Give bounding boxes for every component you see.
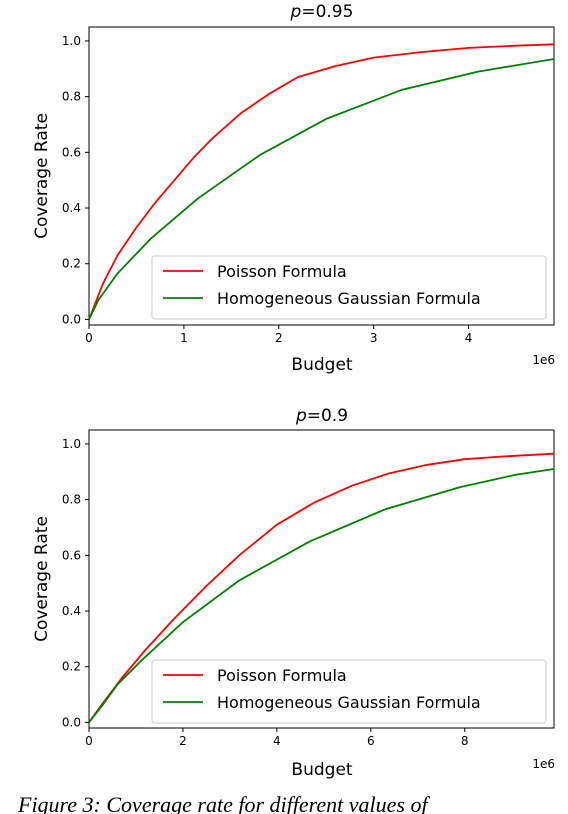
- y-tick-label: 0.8: [62, 90, 81, 104]
- x-tick-label: 0: [85, 331, 93, 345]
- x-axis-offset: 1e6: [532, 353, 555, 367]
- y-tick-label: 0.4: [62, 201, 81, 215]
- series-line-poisson-formula: [88, 452, 555, 723]
- series-lines: [88, 452, 555, 723]
- axis-ticks: 0 1 2 3 4 0.0 0.2 0.4 0.6 0.8 1.0: [62, 34, 473, 345]
- x-tick-label: 3: [370, 331, 378, 345]
- y-tick-label: 1.0: [62, 437, 81, 451]
- y-tick-label: 0.8: [62, 493, 81, 507]
- series-lines: [88, 43, 555, 320]
- y-axis-label: Coverage Rate: [32, 113, 52, 239]
- y-tick-label: 0.0: [62, 715, 81, 729]
- chart-p095: p=0.95 0 1 2 3 4 0.0 0.2 0.4 0.6 0.8 1.0 Coverage …: [32, 2, 555, 375]
- y-tick-label: 0.6: [62, 145, 81, 159]
- chart-p09: p=0.9 0 2 4 6 8 0.0 0.2 0.4 0.6 0.8 1.0 Coverage R…: [32, 406, 555, 780]
- y-axis-label: Coverage Rate: [32, 516, 52, 642]
- x-tick-label: 4: [273, 734, 281, 748]
- legend: Poisson Formula Homogeneous Gaussian For…: [151, 255, 547, 320]
- x-tick-label: 4: [465, 331, 473, 345]
- y-tick-label: 1.0: [62, 34, 81, 48]
- x-tick-label: 6: [367, 734, 375, 748]
- legend-label-poisson: Poisson Formula: [217, 666, 347, 685]
- x-axis-label: Budget: [291, 355, 352, 375]
- x-tick-label: 1: [180, 331, 188, 345]
- x-tick-label: 8: [461, 734, 469, 748]
- x-axis-offset: 1e6: [532, 757, 555, 771]
- axis-ticks: 0 2 4 6 8 0.0 0.2 0.4 0.6 0.8 1.0: [62, 437, 469, 748]
- legend-label-poisson: Poisson Formula: [217, 262, 347, 281]
- legend-box: [151, 255, 547, 320]
- x-tick-label: 0: [85, 734, 93, 748]
- y-tick-label: 0.2: [62, 257, 81, 271]
- y-tick-label: 0.4: [62, 604, 81, 618]
- y-tick-label: 0.0: [62, 312, 81, 326]
- series-line-homogeneous-gaussian-formula: [88, 468, 555, 723]
- chart-title: p=0.95: [290, 2, 354, 22]
- x-axis-label: Budget: [291, 760, 352, 780]
- legend: Poisson Formula Homogeneous Gaussian For…: [151, 659, 547, 724]
- chart-title: p=0.9: [295, 406, 348, 426]
- legend-label-gaussian: Homogeneous Gaussian Formula: [217, 693, 481, 712]
- legend-label-gaussian: Homogeneous Gaussian Formula: [217, 289, 481, 308]
- y-tick-label: 0.6: [62, 548, 81, 562]
- series-line-poisson-formula: [88, 43, 555, 320]
- y-tick-label: 0.2: [62, 660, 81, 674]
- series-line-homogeneous-gaussian-formula: [88, 58, 555, 320]
- x-tick-label: 2: [275, 331, 283, 345]
- figure-caption: Figure 3: Coverage rate for different va…: [17, 792, 430, 814]
- legend-box: [151, 659, 547, 724]
- x-tick-label: 2: [179, 734, 187, 748]
